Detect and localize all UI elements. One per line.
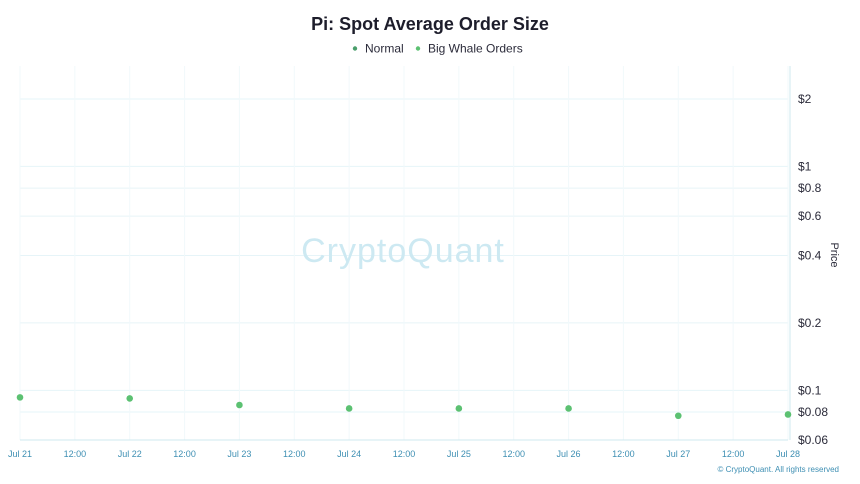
x-tick-label: Jul 27	[666, 449, 690, 459]
grid	[19, 66, 789, 441]
data-point-big-whale-orders[interactable]	[16, 394, 24, 401]
data-point-big-whale-orders[interactable]	[236, 401, 243, 409]
x-tick-label: Jul 22	[118, 449, 142, 459]
x-axis: Jul 21 12:00 Jul 22 12:00 Jul 23 12:00 Jul 24 1…	[8, 449, 800, 459]
data-point-big-whale-orders[interactable]	[784, 411, 792, 418]
y-tick-label: $0.2	[798, 316, 822, 330]
x-tick-label: Jul 28	[776, 449, 800, 459]
legend-marker-normal	[352, 46, 358, 51]
y-axis: $2 $1 $0.8 $0.6 $0.4 $0.2 $0.1 $0.08 $0.06	[798, 92, 828, 447]
x-tick-label: Jul 23	[227, 449, 251, 459]
x-tick-label: 12:00	[64, 449, 87, 459]
y-tick-label: $0.1	[798, 383, 822, 397]
x-tick-label: 12:00	[502, 449, 525, 459]
y-tick-label: $0.08	[798, 405, 828, 419]
axes	[20, 66, 791, 441]
chart-title: Pi: Spot Average Order Size	[311, 14, 549, 34]
x-tick-label: 12:00	[283, 449, 306, 459]
x-tick-label: 12:00	[173, 449, 196, 459]
data-point-big-whale-orders[interactable]	[126, 395, 134, 402]
legend-label-normal[interactable]: Normal	[365, 42, 404, 56]
x-tick-label: Jul 24	[337, 449, 361, 459]
y-tick-label: $0.8	[798, 181, 822, 195]
watermark: CryptoQuant	[301, 232, 505, 270]
y-tick-label: $0.06	[798, 433, 828, 447]
x-tick-label: Jul 21	[8, 449, 32, 459]
y-axis-title: Price	[828, 242, 840, 267]
x-tick-label: 12:00	[722, 449, 745, 459]
x-tick-label: 12:00	[393, 449, 416, 459]
y-tick-label: $0.6	[798, 209, 822, 223]
legend-label-big-whale-orders[interactable]: Big Whale Orders	[428, 42, 523, 56]
y-tick-label: $0.4	[798, 249, 822, 263]
data-point-big-whale-orders[interactable]	[345, 405, 353, 412]
y-tick-label: $1	[798, 159, 812, 173]
data-points	[16, 394, 792, 420]
x-tick-label: Jul 26	[557, 449, 581, 459]
legend-marker-big-whale-orders	[415, 46, 421, 51]
y-tick-label: $2	[798, 92, 812, 106]
data-point-big-whale-orders[interactable]	[565, 405, 572, 412]
legend: Normal Big Whale Orders	[352, 42, 523, 56]
x-tick-label: Jul 25	[447, 449, 471, 459]
data-point-big-whale-orders[interactable]	[674, 412, 682, 420]
copyright-notice: © CryptoQuant. All rights reserved	[718, 465, 840, 474]
data-point-big-whale-orders[interactable]	[455, 405, 463, 412]
x-tick-label: 12:00	[612, 449, 635, 459]
